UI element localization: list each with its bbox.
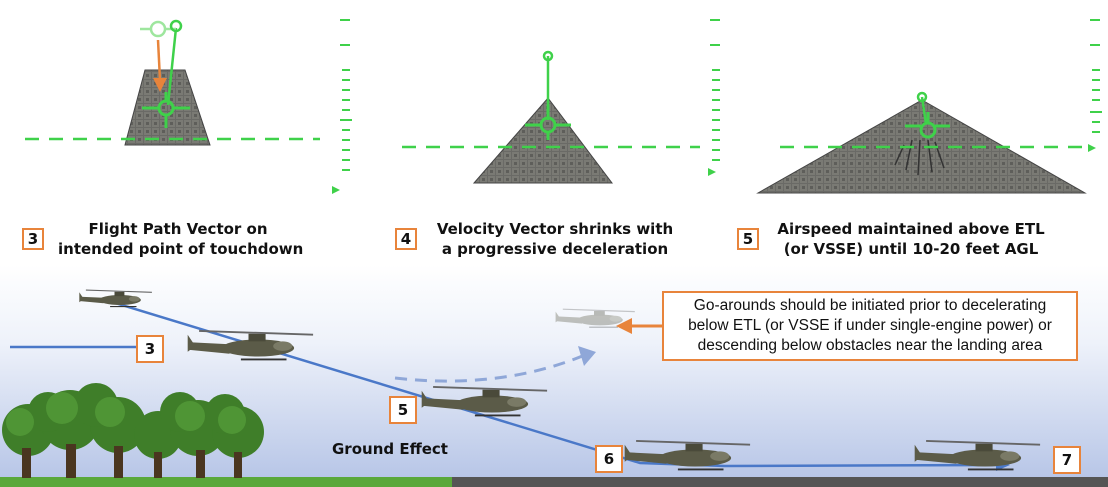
panel-caption-4-line1: Velocity Vector shrinks with xyxy=(436,220,674,238)
go-around-note: Go-arounds should be initiated prior to … xyxy=(662,291,1078,361)
go-around-arrowhead xyxy=(578,346,596,366)
altitude-pointer-3 xyxy=(1088,144,1096,152)
tree-line xyxy=(2,383,264,478)
ground-effect-label: Ground Effect xyxy=(332,440,448,458)
panel-number-5: 5 xyxy=(737,228,759,250)
panel-caption-5-line2: (or VSSE) until 10-20 feet AGL xyxy=(783,240,1039,258)
go-around-note-line1: Go-arounds should be initiated prior to … xyxy=(693,297,1047,314)
go-around-note-line2: below ETL (or VSSE if under single-engin… xyxy=(688,317,1052,334)
altitude-scale-3 xyxy=(1090,19,1102,133)
panel-caption-3-line2: intended point of touchdown xyxy=(58,240,304,258)
hud-panels xyxy=(25,19,1102,194)
landing-pad-2 xyxy=(472,97,614,184)
panel-caption-4-line2: a progressive deceleration xyxy=(441,240,669,258)
altitude-pointer-2 xyxy=(708,168,716,176)
velocity-vector-1 xyxy=(166,27,178,106)
hud-panel-2 xyxy=(402,19,720,184)
go-around-path xyxy=(394,353,586,383)
hud-panel-3 xyxy=(756,19,1102,194)
profile-marker-5: 5 xyxy=(389,396,417,424)
panel-number-4: 4 xyxy=(395,228,417,250)
profile-marker-6: 6 xyxy=(595,445,623,473)
panel-caption-3-line1: Flight Path Vector on xyxy=(88,220,268,238)
profile-marker-7: 7 xyxy=(1053,446,1081,474)
velocity-origin-3-icon xyxy=(916,91,928,103)
fpv-shift-arrow xyxy=(156,39,162,81)
velocity-origin-2-icon xyxy=(542,50,554,62)
panel-caption-3: Flight Path Vector on intended point of … xyxy=(58,219,304,259)
panel-caption-5-line1: Airspeed maintained above ETL xyxy=(777,220,1045,238)
altitude-scale-2 xyxy=(710,19,720,161)
panel-number-3: 3 xyxy=(22,228,44,250)
fpv-reticle-1-icon xyxy=(142,92,190,128)
landing-pad-1 xyxy=(124,69,211,146)
velocity-origin-icon xyxy=(169,19,183,33)
go-around-note-line3: descending below obstacles near the land… xyxy=(697,337,1043,354)
fpv-reticle-2-icon xyxy=(525,105,571,140)
runway-strip xyxy=(452,477,1108,487)
hud-panel-1 xyxy=(25,19,352,194)
grass-strip xyxy=(0,477,452,487)
panel-caption-5: Airspeed maintained above ETL (or VSSE) … xyxy=(766,219,1056,259)
altitude-scale-1 xyxy=(340,19,352,171)
panel-caption-4: Velocity Vector shrinks with a progressi… xyxy=(425,219,685,259)
fpv-reticle-3-icon xyxy=(905,112,950,139)
profile-marker-3: 3 xyxy=(136,335,164,363)
altitude-pointer-1 xyxy=(332,186,340,194)
velocity-origin-ghost-icon xyxy=(149,20,167,38)
